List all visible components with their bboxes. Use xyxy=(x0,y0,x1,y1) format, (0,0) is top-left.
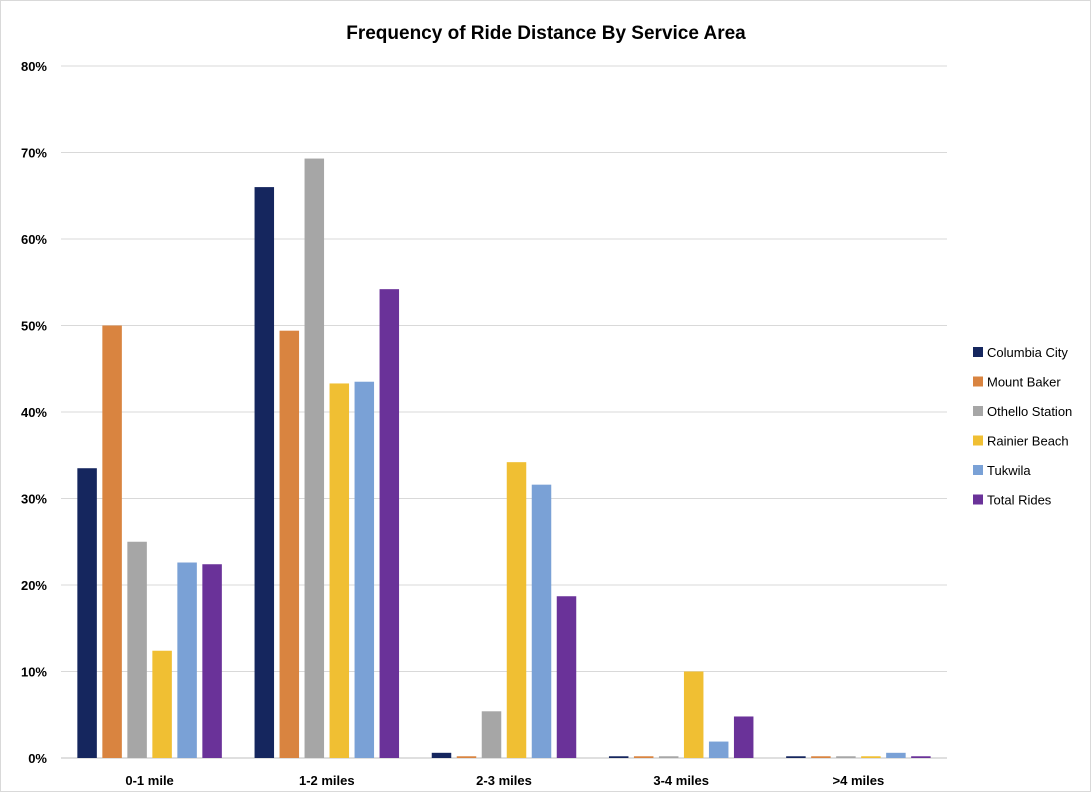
bar xyxy=(911,756,931,758)
x-tick-label: >4 miles xyxy=(833,773,885,788)
bar xyxy=(633,756,654,758)
legend-swatch xyxy=(973,376,983,387)
bar xyxy=(556,596,577,758)
bar xyxy=(379,289,400,758)
bar xyxy=(127,541,147,758)
x-tick-label: 2-3 miles xyxy=(476,773,532,788)
bar xyxy=(456,756,477,758)
bar xyxy=(431,752,452,758)
y-tick-label: 80% xyxy=(21,59,47,74)
x-axis-ticks: 0-1 mile 1-2 miles 2-3 miles 3-4 miles >4 mi… xyxy=(125,773,884,788)
bar xyxy=(733,716,754,758)
legend-label: Tukwila xyxy=(987,463,1031,478)
y-tick-label: 10% xyxy=(21,665,47,680)
bar xyxy=(177,562,197,758)
bar xyxy=(279,330,300,758)
legend: Columbia City Mount Baker Othello Station R… xyxy=(973,345,1072,508)
legend-label: Columbia City xyxy=(987,345,1068,360)
x-tick-label: 3-4 miles xyxy=(653,773,709,788)
bar xyxy=(708,741,729,758)
chart-title: Frequency of Ride Distance By Service Ar… xyxy=(346,23,746,44)
bar xyxy=(77,468,97,758)
bars xyxy=(77,158,931,759)
bar xyxy=(254,187,275,759)
legend-swatch xyxy=(973,494,983,505)
bar xyxy=(836,756,856,758)
y-tick-label: 30% xyxy=(21,492,47,507)
legend-label: Mount Baker xyxy=(987,375,1061,390)
y-tick-label: 20% xyxy=(21,578,47,593)
bar xyxy=(102,325,122,758)
bar xyxy=(861,756,881,758)
y-axis-ticks: 0% 10% 20% 30% 40% 50% 60% 70% 80% xyxy=(21,59,47,766)
bar xyxy=(658,756,679,758)
x-tick-label: 0-1 mile xyxy=(125,773,173,788)
y-tick-label: 50% xyxy=(21,319,47,334)
bar xyxy=(506,462,527,758)
bar xyxy=(683,671,704,758)
y-tick-label: 70% xyxy=(21,146,47,161)
legend-label: Othello Station xyxy=(987,404,1072,419)
bar xyxy=(354,381,375,758)
bar xyxy=(886,752,906,758)
bar xyxy=(786,756,806,758)
bar xyxy=(152,650,172,758)
legend-swatch xyxy=(973,465,983,475)
x-tick-label: 1-2 miles xyxy=(299,773,355,788)
y-tick-label: 40% xyxy=(21,405,47,420)
legend-label: Rainier Beach xyxy=(987,434,1069,449)
bar xyxy=(811,756,831,758)
y-tick-label: 0% xyxy=(28,751,47,766)
bar xyxy=(329,383,350,758)
bar xyxy=(608,756,629,758)
bar xyxy=(304,158,325,758)
bar xyxy=(202,564,222,758)
y-tick-label: 60% xyxy=(21,232,47,247)
legend-swatch xyxy=(973,347,983,357)
bar xyxy=(481,711,502,758)
legend-swatch xyxy=(973,435,983,446)
legend-swatch xyxy=(973,406,983,416)
legend-label: Total Rides xyxy=(987,493,1052,508)
bar xyxy=(531,484,552,758)
